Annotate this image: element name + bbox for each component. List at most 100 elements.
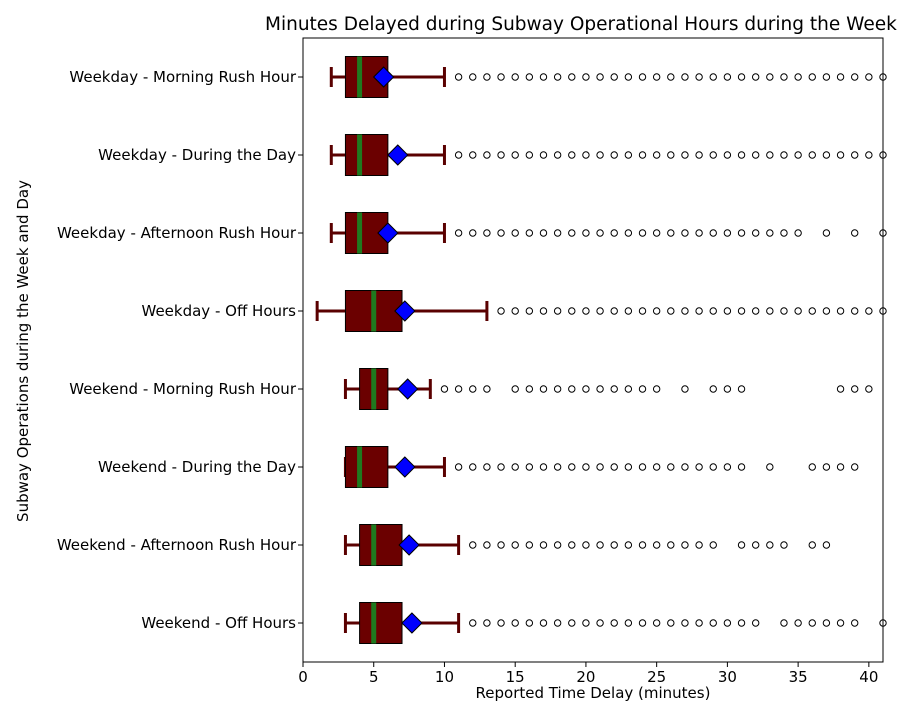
- outlier-point: [652, 307, 661, 315]
- outlier-point: [497, 151, 505, 159]
- outlier-point: [596, 385, 604, 393]
- outlier-point: [723, 73, 732, 81]
- outlier-point: [723, 307, 732, 315]
- mean-marker: [394, 300, 416, 322]
- outlier-point: [808, 463, 816, 471]
- outlier-point: [539, 463, 548, 471]
- outlier-point: [794, 73, 802, 81]
- outlier-point: [709, 541, 717, 549]
- outlier-point: [667, 307, 675, 315]
- outlier-point: [610, 541, 618, 549]
- outlier-point: [610, 385, 618, 393]
- outlier-point: [667, 541, 675, 549]
- outlier-point: [879, 619, 887, 627]
- y-tick-label: Weekday - Off Hours: [142, 302, 297, 320]
- outlier-point: [751, 73, 760, 81]
- outlier-point: [568, 541, 576, 549]
- outlier-point: [638, 307, 647, 315]
- x-tick-label: 0: [298, 668, 308, 686]
- outlier-point: [709, 151, 717, 159]
- outlier-point: [794, 151, 802, 159]
- x-tick-label: 10: [435, 668, 454, 686]
- outlier-point: [836, 307, 845, 315]
- outlier-point: [525, 463, 534, 471]
- outlier-point: [568, 463, 576, 471]
- outlier-point: [822, 463, 831, 471]
- outlier-point: [610, 73, 618, 81]
- outlier-point: [681, 385, 689, 393]
- mean-marker: [394, 456, 416, 478]
- outlier-point: [737, 229, 746, 237]
- outlier-point: [695, 307, 703, 315]
- outlier-point: [469, 73, 477, 81]
- outlier-point: [737, 619, 746, 627]
- outlier-point: [469, 541, 477, 549]
- outlier-point: [737, 385, 746, 393]
- outlier-point: [525, 619, 534, 627]
- outlier-point: [624, 229, 633, 237]
- outlier-point: [723, 151, 732, 159]
- outlier-point: [568, 151, 576, 159]
- outlier-point: [624, 463, 633, 471]
- outlier-point: [497, 73, 505, 81]
- outlier-point: [766, 229, 774, 237]
- outlier-point: [865, 151, 873, 159]
- outlier-point: [596, 307, 604, 315]
- outlier-point: [610, 619, 618, 627]
- outlier-point: [525, 229, 534, 237]
- outlier-point: [766, 541, 774, 549]
- outlier-point: [695, 151, 703, 159]
- outlier-point: [822, 307, 831, 315]
- outlier-point: [667, 229, 675, 237]
- mean-marker: [387, 144, 409, 166]
- outlier-point: [667, 151, 675, 159]
- y-tick-label: Weekend - Morning Rush Hour: [69, 380, 297, 398]
- x-axis-label: Reported Time Delay (minutes): [475, 684, 711, 702]
- outlier-point: [652, 151, 661, 159]
- outlier-point: [568, 385, 576, 393]
- outlier-point: [751, 307, 760, 315]
- outlier-point: [624, 541, 633, 549]
- outlier-point: [582, 385, 590, 393]
- y-tick-label: Weekend - During the Day: [98, 458, 296, 476]
- outlier-point: [469, 229, 477, 237]
- outlier-point: [497, 541, 505, 549]
- outlier-point: [822, 619, 831, 627]
- outlier-point: [766, 463, 774, 471]
- outlier-point: [695, 541, 703, 549]
- outlier-point: [553, 151, 562, 159]
- outlier-point: [454, 151, 463, 159]
- outlier-point: [709, 619, 717, 627]
- outlier-point: [681, 619, 689, 627]
- outlier-point: [681, 463, 689, 471]
- outlier-point: [851, 463, 859, 471]
- outlier-point: [539, 73, 548, 81]
- outlier-point: [511, 151, 519, 159]
- outlier-point: [525, 541, 534, 549]
- outlier-point: [695, 619, 703, 627]
- outlier-point: [652, 229, 661, 237]
- outlier-point: [483, 229, 491, 237]
- mean-marker: [396, 378, 419, 400]
- chart-title: Minutes Delayed during Subway Operationa…: [265, 14, 897, 35]
- outlier-point: [582, 229, 590, 237]
- outlier-point: [652, 463, 661, 471]
- outlier-point: [624, 385, 633, 393]
- outlier-point: [851, 151, 859, 159]
- outlier-point: [596, 619, 604, 627]
- y-tick-label: Weekday - During the Day: [98, 146, 296, 164]
- outlier-point: [879, 73, 887, 81]
- outlier-point: [709, 229, 717, 237]
- outlier-point: [440, 385, 449, 393]
- outlier-point: [568, 307, 576, 315]
- outlier-point: [624, 151, 633, 159]
- outlier-point: [582, 151, 590, 159]
- outlier-point: [808, 307, 816, 315]
- outlier-point: [610, 307, 618, 315]
- outlier-point: [751, 151, 760, 159]
- outlier-point: [596, 541, 604, 549]
- outlier-point: [568, 619, 576, 627]
- x-tick-label: 15: [506, 668, 525, 686]
- outlier-point: [766, 73, 774, 81]
- x-tick-label: 5: [369, 668, 379, 686]
